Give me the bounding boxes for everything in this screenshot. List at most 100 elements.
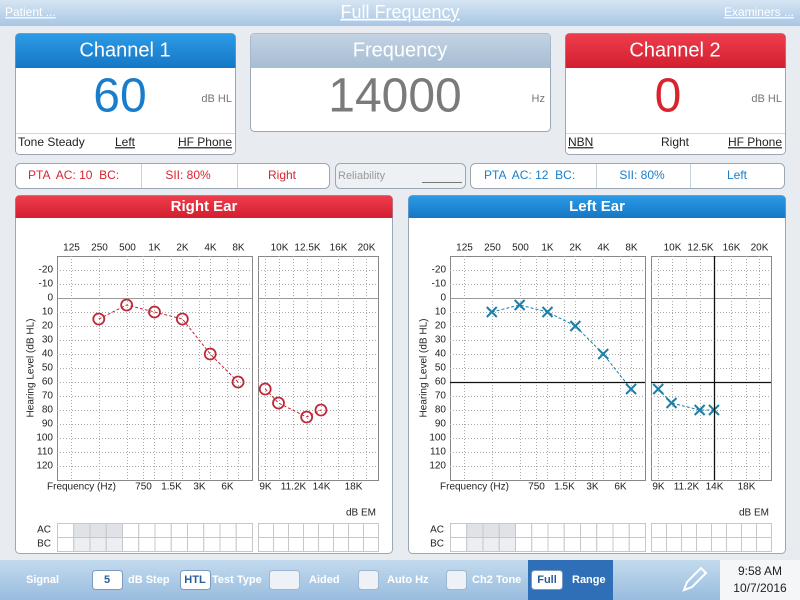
threshold-line — [657, 388, 714, 411]
masking-cell — [170, 523, 188, 538]
clock-area — [720, 560, 800, 600]
masking-cell — [122, 523, 140, 538]
masking-cell — [547, 537, 565, 552]
masking-cell — [57, 523, 75, 538]
y-tick-label: 50 — [42, 363, 54, 374]
audiograms: Right Ear Hearing Level (dB HL) Frequency … — [26, 198, 772, 552]
frequency-header — [250, 33, 551, 68]
y-tick-label: 10 — [435, 307, 447, 318]
auto-hz-label: Auto Hz — [387, 574, 429, 586]
masking-cell — [726, 523, 742, 538]
pencil-icon[interactable] — [682, 566, 708, 592]
channel2-value[interactable]: 0 — [655, 70, 682, 123]
y-tick-label: 10 — [42, 307, 54, 318]
masking-cell — [219, 523, 237, 538]
x-minor-tick-label: 6K — [221, 482, 234, 493]
masking-cell — [628, 523, 646, 538]
channel2-title: Channel 2 — [629, 39, 720, 61]
threshold-marker — [513, 299, 526, 311]
x-minor-tick-label: 750 — [135, 482, 152, 493]
masking-cell — [203, 523, 221, 538]
masking-cell — [273, 523, 289, 538]
channel2-ear[interactable]: Right — [661, 135, 690, 149]
threshold-marker — [625, 383, 637, 395]
channel2-tone[interactable]: NBN — [568, 135, 593, 149]
masking-cell — [89, 523, 107, 538]
masking-cell — [498, 537, 516, 552]
channel2-unit: dB HL — [751, 93, 782, 105]
masking-cell — [73, 523, 91, 538]
ch2-tone-label: Ch2 Tone — [472, 574, 521, 586]
masking-label: AC — [37, 525, 51, 536]
threshold-marker — [652, 383, 664, 395]
threshold-marker — [693, 404, 706, 416]
channel1-transducer[interactable]: HF Phone — [178, 135, 232, 149]
channel1-title: Channel 1 — [79, 39, 170, 61]
threshold-marker — [120, 298, 134, 312]
masking-cell — [666, 523, 682, 538]
channel1-unit: dB HL — [201, 93, 232, 105]
aided-box[interactable] — [269, 570, 300, 590]
page-title[interactable]: Full Frequency — [340, 2, 459, 22]
examiners-link[interactable]: Examiners ... — [724, 5, 794, 19]
range-label: Range — [572, 574, 606, 586]
sii-right: SII: 80% — [165, 168, 211, 182]
masking-cell — [681, 537, 697, 552]
x-tick-label: 250 — [484, 243, 501, 254]
auto-hz-check[interactable] — [358, 570, 379, 590]
signal-button[interactable]: Signal — [26, 574, 59, 586]
channel1-ear[interactable]: Left — [115, 135, 136, 149]
frequency-title: Frequency — [353, 39, 448, 61]
y-tick-label: -20 — [432, 265, 447, 276]
channel2-transducer[interactable]: HF Phone — [728, 135, 782, 149]
frequency-value[interactable]: 14000 — [328, 70, 461, 123]
x-tick-label: 125 — [456, 243, 473, 254]
db-step-box[interactable] — [92, 570, 123, 590]
masking-cell — [288, 537, 304, 552]
x-tick-label: 12.5K — [687, 243, 713, 254]
y-tick-label: 30 — [42, 335, 54, 346]
masking-cell — [482, 537, 500, 552]
masking-cell — [482, 523, 500, 538]
masking-cell — [531, 523, 549, 538]
x-tick-label: 16K — [330, 243, 348, 254]
test-type-box[interactable] — [180, 570, 211, 590]
masking-cell — [681, 523, 697, 538]
y-tick-label: 120 — [36, 461, 53, 472]
x-tick-label: 2K — [569, 243, 582, 254]
patient-link[interactable]: Patient ... — [5, 5, 56, 19]
plot-area — [57, 256, 253, 481]
y-tick-label: 40 — [435, 349, 447, 360]
masking-cell — [696, 537, 712, 552]
masking-cell — [547, 523, 565, 538]
masking-cell — [580, 523, 598, 538]
x-minor-tick-label: 14K — [706, 482, 724, 493]
masking-cell — [756, 537, 772, 552]
masking-cell — [666, 537, 682, 552]
masking-cell — [563, 537, 581, 552]
clock-date: 10/7/2016 — [733, 581, 787, 595]
threshold-line — [491, 304, 632, 390]
masking-cell — [318, 537, 334, 552]
channel1-value[interactable]: 60 — [93, 70, 146, 123]
masking-cell — [756, 523, 772, 538]
y-tick-label: -20 — [39, 265, 54, 276]
masking-cell — [363, 523, 379, 538]
y-tick-label: 20 — [435, 321, 447, 332]
db-step-value: 5 — [104, 574, 110, 586]
masking-cell — [303, 537, 319, 552]
chart-title: Right Ear — [171, 198, 238, 215]
channel1-header — [15, 33, 236, 68]
x-minor-tick-label: 14K — [313, 482, 331, 493]
y-tick-label: 110 — [37, 447, 53, 458]
masking-cell — [203, 537, 221, 552]
x-minor-tick-label: 750 — [528, 482, 545, 493]
masking-cell — [57, 537, 75, 552]
ch2-tone-check[interactable] — [446, 570, 467, 590]
channel1-tone[interactable]: Tone Steady — [18, 135, 85, 149]
plot-area — [450, 256, 646, 481]
masking-cell — [580, 537, 598, 552]
masking-cell — [318, 523, 334, 538]
toolbar — [0, 560, 800, 600]
